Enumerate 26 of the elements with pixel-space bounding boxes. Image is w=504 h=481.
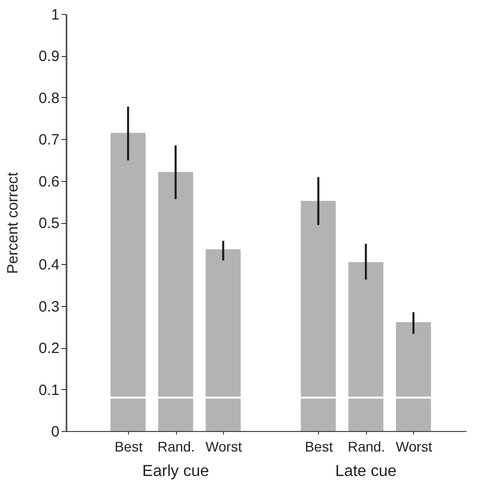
y-tick-label: 0.4 [38,256,60,274]
y-tick-label: 0.5 [38,215,60,232]
bar [396,322,431,431]
bar [158,172,194,431]
bar [348,262,384,431]
x-tick-label: Worst [396,438,432,454]
bar [300,200,336,431]
y-tick-label: 0 [51,424,60,440]
x-tick-label: Best [114,438,143,454]
y-tick-label: 1 [51,6,60,24]
y-tick-label: 0.3 [38,298,60,316]
y-tick-label: 0.9 [38,48,60,66]
x-tick-label: Best [304,438,333,454]
bar [110,132,146,431]
y-tick-label: 0.8 [38,90,60,107]
text: Late cue [335,463,397,480]
y-axis-title: Percent correct [4,171,22,274]
x-tick-label: Rand. [348,438,386,454]
y-tick-label: 0.1 [38,382,60,399]
y-tick-label: 0.2 [38,340,60,358]
y-tick-label: 0.7 [38,132,60,149]
x-tick-label: Worst [206,438,242,454]
bar [206,249,241,431]
x-tick-label: Rand. [157,438,195,454]
text: Early cue [142,463,210,480]
y-tick-label: 0.6 [38,173,60,190]
